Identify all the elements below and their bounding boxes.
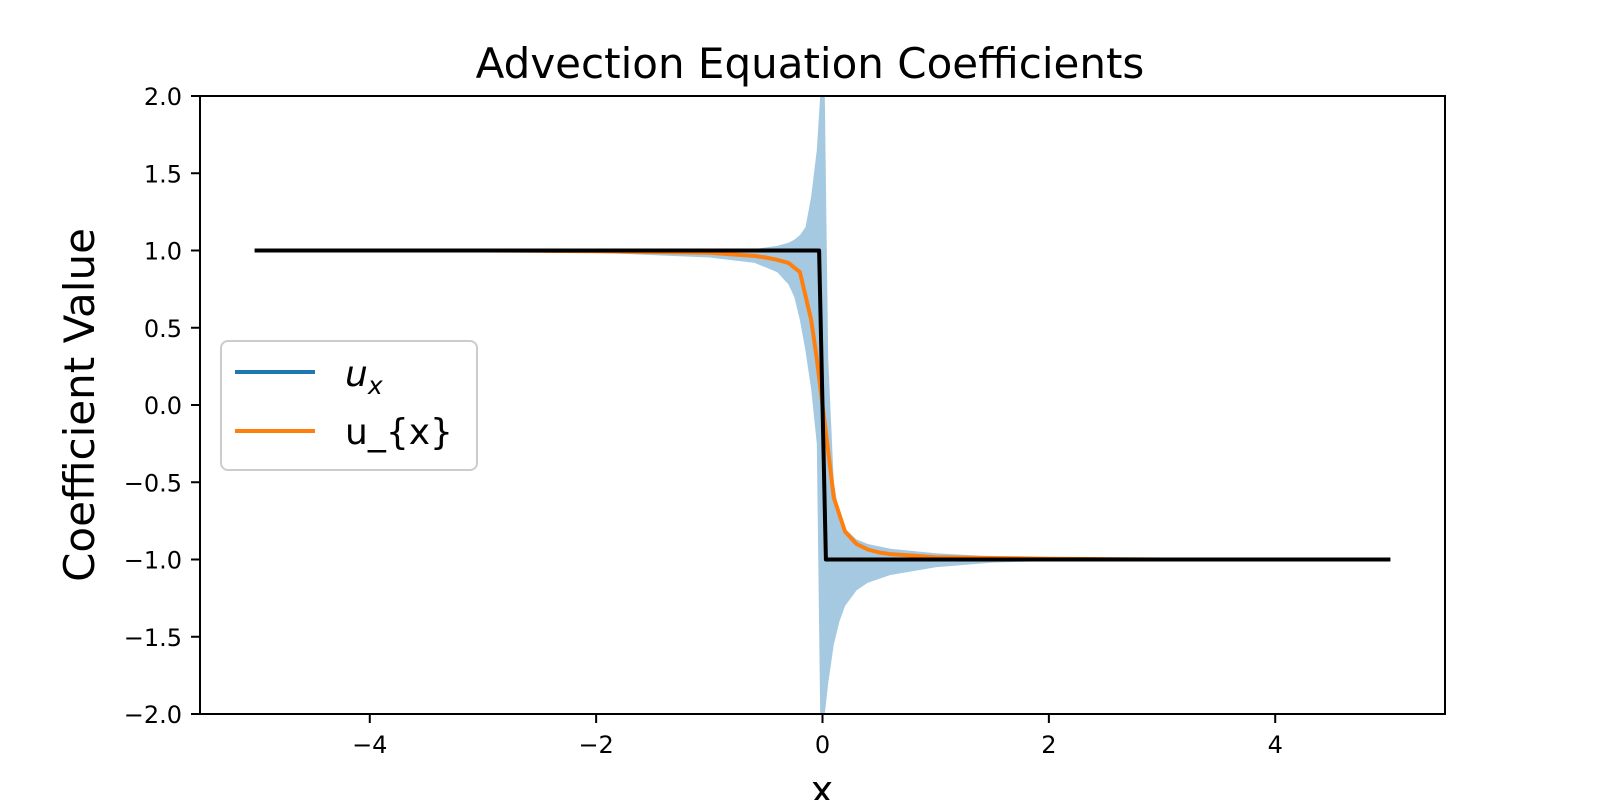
y-tick-label: −0.5 xyxy=(124,469,182,497)
y-tick-label: 2.0 xyxy=(144,83,182,111)
y-tick-label: 1.0 xyxy=(144,238,182,266)
y-axis-ticks: −2.0 −1.5 −1.0 −0.5 0.0 0.5 1.0 1.5 2.0 xyxy=(124,83,200,729)
x-tick-label: 0 xyxy=(815,731,830,759)
y-tick-label: −1.0 xyxy=(124,547,182,575)
x-axis-ticks: −4 −2 0 2 4 xyxy=(352,714,1283,759)
x-tick-label: −4 xyxy=(352,731,387,759)
chart-title: Advection Equation Coefficients xyxy=(476,39,1145,88)
y-tick-label: 0.0 xyxy=(144,392,182,420)
x-tick-label: 2 xyxy=(1041,731,1056,759)
x-axis-label: x xyxy=(811,768,834,800)
y-tick-label: 1.5 xyxy=(144,160,182,188)
y-tick-label: 0.5 xyxy=(144,315,182,343)
y-axis-label: Coefficient Value xyxy=(55,228,104,582)
series-line-1 xyxy=(254,248,1391,562)
legend-label-ux: ux xyxy=(345,354,383,400)
x-tick-label: −2 xyxy=(578,731,613,759)
legend: ux u_{x} xyxy=(220,340,478,471)
y-tick-label: −1.5 xyxy=(124,624,182,652)
legend-label-ux-base: u xyxy=(345,354,368,395)
y-tick-label: −2.0 xyxy=(124,701,182,729)
series-layer xyxy=(254,248,1391,562)
x-tick-label: 4 xyxy=(1268,731,1283,759)
legend-label-ux-subscript: x xyxy=(367,371,383,400)
legend-label-u-x: u_{x} xyxy=(345,412,453,453)
